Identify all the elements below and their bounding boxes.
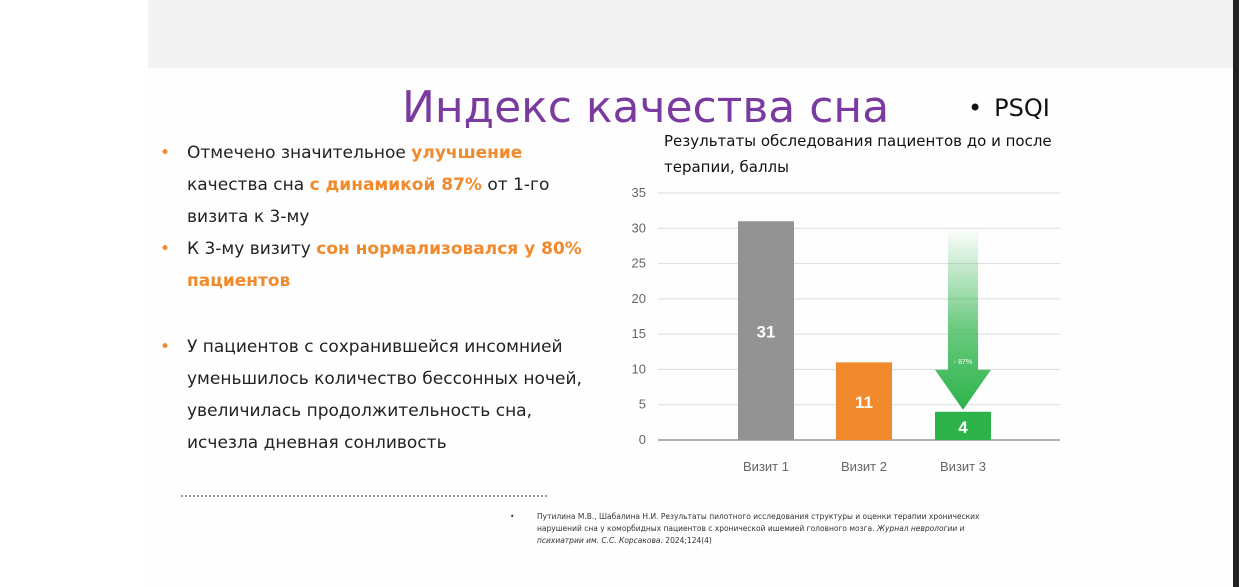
x-tick-label: Визит 3 <box>940 459 986 474</box>
bullet-item-1: • Отмечено значительное улучшение качест… <box>160 137 600 233</box>
chart-bars <box>738 221 991 440</box>
reference-text: Путилина М.В., Шабалина Н.И. Результаты … <box>537 511 1000 547</box>
bullet-text-part: Отмечено значительное <box>187 143 412 163</box>
bullet-text: Отмечено значительное улучшение качества… <box>187 137 600 233</box>
change-arrow: - 87% <box>935 228 991 410</box>
bullet-marker: • <box>160 337 171 357</box>
bullet-text-part: от 1-го визита к 3-му <box>187 175 550 227</box>
window-edge <box>1233 0 1239 587</box>
chart-title: Результаты обследования пациентов до и п… <box>664 132 1052 176</box>
x-tick-label: Визит 1 <box>743 459 789 474</box>
data-label: 11 <box>855 393 873 412</box>
reference-authors: Путилина М.В., Шабалина Н.И. Результаты … <box>537 512 980 533</box>
y-tick-label: 15 <box>632 326 646 341</box>
change-annotation-label: - 87% <box>954 359 972 366</box>
left-margin <box>0 0 148 587</box>
y-axis-ticks: 0 5 10 15 20 25 30 35 <box>632 185 646 447</box>
reference-journal: Журнал неврологии и психиатрии им. С.С. … <box>537 524 965 545</box>
y-tick-label: 30 <box>632 220 646 235</box>
slide-background <box>148 68 1239 587</box>
data-labels: 31 11 4 <box>757 323 969 437</box>
bullet-marker: • <box>160 239 171 259</box>
bar-2 <box>836 362 892 440</box>
bullet-marker: • <box>160 143 171 163</box>
data-label: 4 <box>958 418 968 437</box>
bullet-highlight: сон нормализовался у 80% пациентов <box>187 239 582 291</box>
y-tick-label: 35 <box>632 185 646 200</box>
y-tick-label: 0 <box>639 432 646 447</box>
psqi-bullet: • <box>968 94 983 122</box>
x-axis-ticks: Визит 1 Визит 2 Визит 3 <box>743 459 986 474</box>
y-tick-label: 10 <box>632 361 646 376</box>
y-tick-label: 5 <box>639 397 646 412</box>
y-tick-label: 20 <box>632 291 646 306</box>
x-tick-label: Визит 2 <box>841 459 887 474</box>
data-label: 31 <box>757 323 776 342</box>
bullet-highlight: с динамикой 87% <box>309 175 482 195</box>
bullet-text: К 3-му визиту сон нормализовался у 80% п… <box>187 233 600 297</box>
bullet-item-2: • К 3-му визиту сон нормализовался у 80%… <box>160 233 600 297</box>
reference: • Путилина М.В., Шабалина Н.И. Результат… <box>510 511 1000 547</box>
down-arrow-shape <box>935 228 991 410</box>
reference-issue: 2024;124(4) <box>662 536 712 545</box>
slide-title: Индекс качества сна <box>402 82 890 133</box>
bullet-item-3: • У пациентов с сохранившейся инсомнией … <box>160 331 600 459</box>
bar-1 <box>738 221 794 440</box>
bullet-highlight: улучшение <box>411 143 523 163</box>
y-tick-label: 25 <box>632 256 646 271</box>
reference-bullet: • <box>510 512 515 521</box>
psqi-tag: • PSQI <box>968 92 1050 124</box>
bullet-text-part: К 3-му визиту <box>187 239 317 259</box>
bullet-text: У пациентов с сохранившейся инсомнией ум… <box>187 337 582 453</box>
bar-3 <box>935 411 991 440</box>
bullet-text-part: качества сна <box>187 175 310 195</box>
psqi-label: PSQI <box>994 94 1050 122</box>
footnote-divider <box>181 495 547 497</box>
